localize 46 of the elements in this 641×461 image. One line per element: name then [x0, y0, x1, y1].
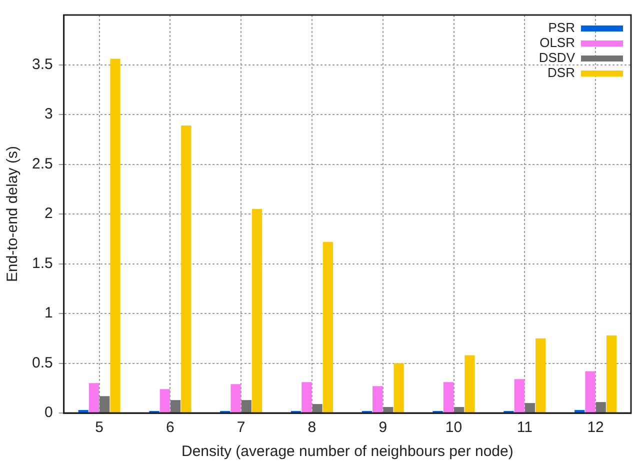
bar — [302, 382, 312, 412]
bar — [443, 382, 454, 412]
x-tick-label: 8 — [308, 419, 316, 436]
bar — [100, 396, 110, 412]
bar — [606, 335, 617, 412]
y-tick-label: 2 — [44, 205, 53, 222]
y-tick-label: 0.5 — [32, 354, 53, 372]
legend-label: PSR — [548, 20, 575, 36]
bar — [88, 383, 100, 412]
y-tick-label: 3.5 — [32, 56, 53, 73]
bar — [536, 338, 546, 412]
bar — [464, 355, 475, 412]
bar — [394, 363, 404, 412]
x-tick-label: 5 — [95, 419, 104, 436]
bar — [585, 371, 596, 412]
x-tick-label: 10 — [445, 419, 462, 436]
x-tick-label: 9 — [378, 419, 388, 436]
bar — [252, 209, 262, 412]
y-tick-label: 1.5 — [32, 254, 53, 272]
y-axis-title: End-to-end delay (s) — [4, 146, 22, 282]
x-tick-label: 7 — [236, 419, 246, 436]
legend-label: DSR — [548, 65, 575, 80]
x-axis-title: Density (average number of neighbours per node) — [181, 443, 514, 460]
bar — [241, 400, 252, 412]
bar — [514, 379, 524, 412]
bar — [596, 402, 606, 412]
x-tick-label: 11 — [516, 419, 532, 436]
bar — [454, 407, 464, 412]
bar — [170, 400, 181, 412]
bar — [383, 407, 394, 412]
bar — [372, 386, 383, 412]
y-tick-label: 3 — [44, 106, 53, 123]
bar — [160, 389, 170, 412]
bar — [230, 384, 241, 412]
legend-label: DSDV — [538, 50, 576, 66]
bar — [110, 58, 120, 412]
y-tick-label: 2.5 — [32, 155, 53, 172]
x-tick-label: 12 — [587, 419, 604, 436]
y-tick-label: 1 — [44, 304, 53, 322]
bar — [312, 404, 322, 412]
bar — [524, 403, 536, 412]
y-tick-label: 0 — [44, 404, 53, 422]
x-tick-label: 6 — [166, 419, 174, 436]
legend-label: OLSR — [540, 35, 575, 50]
bar — [322, 242, 333, 412]
bar — [181, 125, 192, 412]
